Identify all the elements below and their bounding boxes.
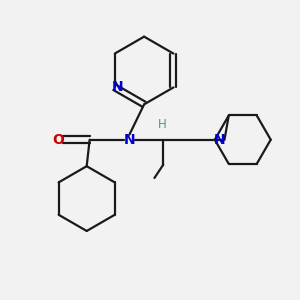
Text: O: O [52, 133, 64, 147]
Text: N: N [213, 133, 225, 147]
Text: N: N [111, 80, 123, 94]
Text: N: N [124, 133, 135, 147]
Text: H: H [158, 118, 166, 131]
